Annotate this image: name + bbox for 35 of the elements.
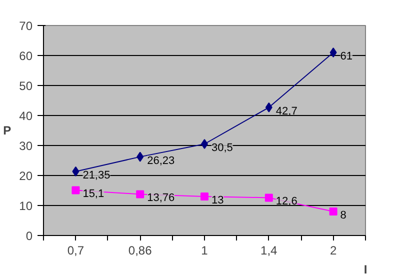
- data-label: 13,76: [147, 192, 175, 204]
- y-tick-label: 40: [19, 109, 33, 123]
- y-tick-label: 30: [19, 139, 33, 153]
- data-label: 42,7: [276, 105, 298, 118]
- data-label: 13: [212, 194, 224, 206]
- data-label: 12,6: [276, 196, 298, 208]
- data-label: 61: [340, 50, 353, 62]
- point: [136, 190, 144, 198]
- y-tick-label: 50: [19, 79, 33, 93]
- y-tick-label: 0: [26, 229, 33, 243]
- y-tick-label: 20: [19, 169, 33, 183]
- x-tick-label: 1: [201, 244, 208, 258]
- data-label: 30,5: [212, 142, 233, 154]
- x-tick-label: 0,7: [67, 244, 84, 258]
- point: [136, 152, 144, 162]
- point: [200, 192, 208, 200]
- y-tick-label: 10: [19, 199, 33, 213]
- data-label: 21,35: [82, 169, 110, 182]
- point: [201, 139, 208, 149]
- point: [264, 194, 273, 202]
- point: [72, 166, 80, 176]
- x-axis-title: I: [364, 262, 368, 276]
- point: [265, 102, 272, 112]
- point: [72, 186, 80, 194]
- point: [330, 48, 337, 58]
- x-tick-label: 1,4: [260, 244, 278, 258]
- x-tick-label: 0,86: [128, 244, 152, 258]
- y-tick-label: 60: [19, 49, 33, 63]
- y-axis-title: P: [3, 124, 12, 138]
- data-label: 26,23: [147, 154, 175, 167]
- y-tick-label: 70: [19, 19, 33, 33]
- point: [329, 208, 338, 216]
- data-label: 8: [340, 210, 346, 222]
- x-tick-label: 2: [330, 244, 337, 258]
- data-label: 15,1: [82, 188, 104, 200]
